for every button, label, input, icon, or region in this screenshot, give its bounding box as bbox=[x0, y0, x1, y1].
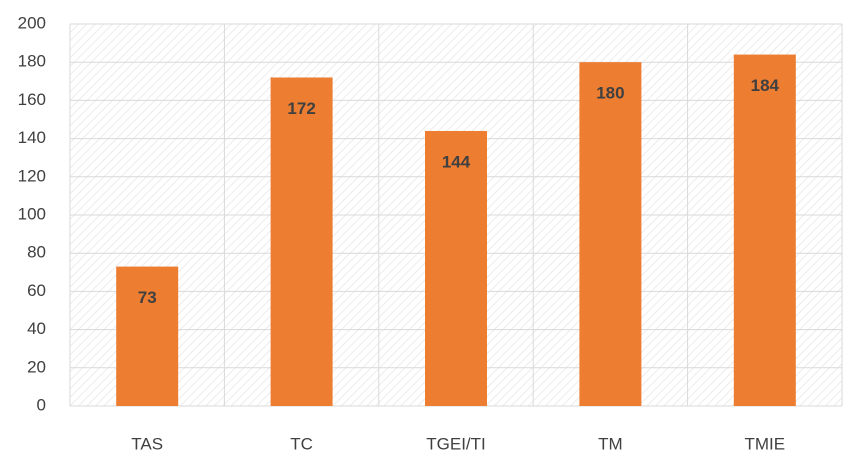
bar bbox=[270, 77, 333, 406]
y-tick-label: 160 bbox=[18, 90, 46, 109]
bar bbox=[733, 54, 796, 407]
y-tick-label: 180 bbox=[18, 52, 46, 71]
y-tick-label: 60 bbox=[27, 281, 46, 300]
y-tick-label: 100 bbox=[18, 204, 46, 223]
bar bbox=[116, 266, 179, 406]
y-tick-label: 120 bbox=[18, 166, 46, 185]
y-tick-label: 80 bbox=[27, 243, 46, 262]
value-label: 184 bbox=[751, 76, 780, 95]
y-tick-label: 0 bbox=[37, 395, 46, 414]
y-tick-label: 140 bbox=[18, 128, 46, 147]
y-tick-label: 40 bbox=[27, 319, 46, 338]
x-tick-label: TM bbox=[598, 434, 623, 453]
value-label: 73 bbox=[138, 288, 157, 307]
bar bbox=[425, 130, 487, 406]
x-tick-label: TGEI/TI bbox=[426, 434, 486, 453]
value-label: 144 bbox=[442, 152, 471, 171]
y-tick-label: 20 bbox=[27, 357, 46, 376]
bar bbox=[579, 62, 642, 406]
x-tick-label: TAS bbox=[131, 434, 163, 453]
value-label: 172 bbox=[287, 99, 315, 118]
x-tick-label: TC bbox=[290, 434, 313, 453]
value-label: 180 bbox=[596, 84, 624, 103]
x-tick-label: TMIE bbox=[744, 434, 785, 453]
y-tick-label: 200 bbox=[18, 13, 46, 32]
